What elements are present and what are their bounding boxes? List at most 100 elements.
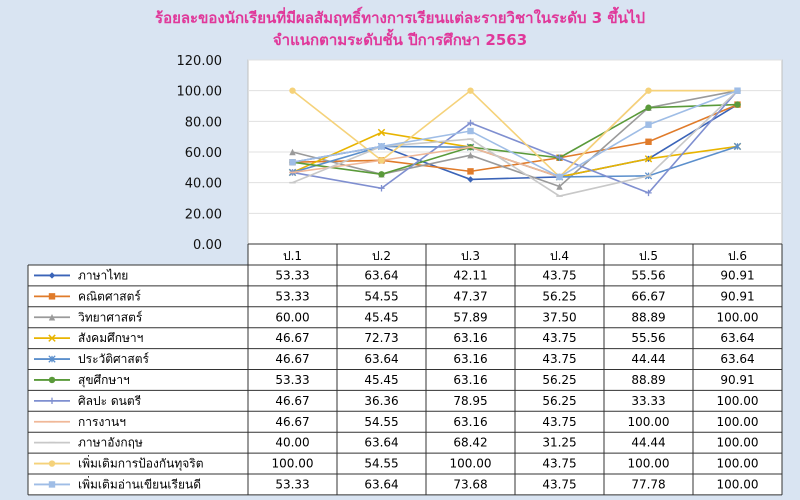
- table-cell: 100.00: [717, 394, 759, 408]
- series-lines: [288, 87, 742, 197]
- table-body-bg: [28, 265, 782, 495]
- data-point: [467, 152, 474, 159]
- legend-label: เพิ่มเติมการป้องกันทุจริต: [78, 455, 204, 472]
- legend-label: สังคมศึกษาฯ: [78, 331, 143, 345]
- table-cell: 73.68: [453, 477, 487, 491]
- table-cell: 90.91: [720, 373, 754, 387]
- table-cell: 100.00: [717, 477, 759, 491]
- table-cell: 53.33: [275, 289, 309, 303]
- table-cell: 63.16: [453, 373, 487, 387]
- data-point: [289, 87, 296, 94]
- table-cell: 46.67: [275, 394, 309, 408]
- data-point: [378, 143, 385, 150]
- data-table: ป.1 ป.2 ป.3 ป.4 ป.5 ป.6 ภาษาไทย 53.33 63.64 42.11…: [27, 243, 783, 496]
- data-point: [556, 173, 563, 181]
- data-point: [378, 157, 385, 164]
- data-point: [644, 155, 653, 163]
- legend-key-marker: [48, 272, 56, 279]
- table-cell: 53.33: [275, 373, 309, 387]
- table-cell: 63.64: [364, 477, 398, 491]
- table-cell: 66.67: [631, 289, 665, 303]
- table-header-cell: ป.6: [728, 249, 747, 263]
- legend-label: ประวัติศาสตร์: [78, 352, 150, 366]
- table-cell: 100.00: [717, 310, 759, 324]
- series-line: [292, 103, 738, 176]
- series-line: [292, 90, 739, 194]
- table-header-cell: ป.5: [639, 249, 658, 263]
- table-cell: 46.67: [275, 352, 309, 366]
- data-point: [467, 168, 474, 175]
- data-point: [467, 127, 474, 135]
- data-point: [467, 176, 474, 183]
- table-cell: 100.00: [628, 457, 670, 471]
- table-cell: 63.64: [720, 331, 754, 345]
- data-point: [734, 87, 741, 94]
- table-cell: 100.00: [717, 436, 759, 450]
- table-cell: 68.42: [453, 436, 487, 450]
- legend-key-marker: [48, 460, 56, 467]
- data-point: [733, 142, 742, 151]
- series-line: [292, 103, 738, 173]
- legend-key-marker: [48, 397, 56, 405]
- legend-key-marker: [48, 314, 56, 321]
- table-cell: 55.56: [631, 268, 665, 282]
- chart-title-line1: ร้อยละของนักเรียนที่มีผลสัมฤทธิ์ทางการเร…: [155, 9, 645, 27]
- series-line: [292, 89, 738, 178]
- table-cell: 43.75: [542, 415, 576, 429]
- table-cell: 88.89: [631, 373, 665, 387]
- table-cell: 77.78: [631, 477, 665, 491]
- table-cell: 60.00: [275, 310, 309, 324]
- table-cell: 56.25: [542, 289, 576, 303]
- table-cell: 88.89: [631, 310, 665, 324]
- table-cell: 63.64: [720, 352, 754, 366]
- y-tick-label: 20.00: [185, 207, 222, 222]
- table-cell: 72.73: [364, 331, 398, 345]
- data-point: [556, 183, 563, 190]
- data-point: [289, 159, 296, 166]
- y-tick-label: 120.00: [177, 54, 223, 69]
- data-point: [645, 189, 652, 197]
- table-cell: 55.56: [631, 331, 665, 345]
- data-point: [467, 119, 474, 127]
- table-cell: 36.36: [364, 394, 398, 408]
- table-cell: 100.00: [628, 415, 670, 429]
- table-cell: 63.16: [453, 415, 487, 429]
- data-point: [645, 104, 652, 111]
- table-cell: 90.91: [720, 289, 754, 303]
- table-cell: 45.45: [364, 310, 398, 324]
- legend-key-marker: [48, 376, 56, 384]
- table-cell: 57.89: [453, 310, 487, 324]
- table-cell: 63.64: [364, 268, 398, 282]
- legend-label: ศิลปะ ดนตรี: [78, 394, 142, 408]
- table-cell: 53.33: [275, 268, 309, 282]
- table-cell: 100.00: [450, 457, 492, 471]
- table-cell: 47.37: [453, 289, 487, 303]
- table-cell: 43.75: [542, 457, 576, 471]
- table-cell: 42.11: [453, 268, 487, 282]
- legend-label: ภาษาไทย: [78, 268, 128, 282]
- table-cell: 56.25: [542, 394, 576, 408]
- y-tick-label: 80.00: [185, 115, 222, 130]
- data-point: [378, 171, 385, 178]
- table-cell: 44.44: [631, 352, 665, 366]
- table-cell: 43.75: [542, 352, 576, 366]
- series-line: [292, 89, 738, 188]
- series-line: [292, 90, 739, 197]
- table-cell: 63.16: [453, 331, 487, 345]
- table-cell: 46.67: [275, 415, 309, 429]
- table-cell: 78.95: [453, 394, 487, 408]
- table-cell: 100.00: [272, 457, 314, 471]
- data-point: [734, 101, 741, 108]
- table-cell: 63.16: [453, 352, 487, 366]
- table-cell: 31.25: [542, 436, 576, 450]
- table-header-cell: ป.3: [461, 249, 480, 263]
- table-cell: 54.55: [364, 415, 398, 429]
- legend-label: ภาษาอังกฤษ: [78, 436, 143, 450]
- table-cell: 33.33: [631, 394, 665, 408]
- table-cell: 45.45: [364, 373, 398, 387]
- legend-key-marker: [48, 293, 56, 300]
- table-cell: 43.75: [542, 477, 576, 491]
- data-point: [556, 154, 563, 161]
- data-point: [289, 148, 296, 156]
